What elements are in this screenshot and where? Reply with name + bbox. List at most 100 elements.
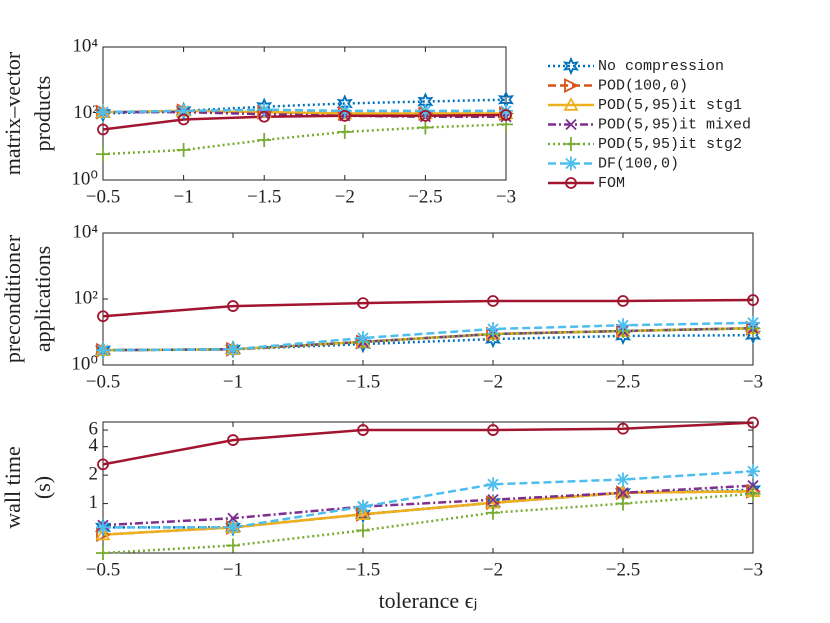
y-tick-label: 10⁰ [71,168,98,189]
y-tick-label: 10² [73,102,98,123]
y-tick-label: 10² [73,287,98,308]
marker [565,118,577,131]
marker [617,295,629,307]
marker [616,318,630,333]
marker [257,102,272,117]
marker [97,123,109,136]
marker [486,505,500,520]
x-tick-label: −2.5 [606,559,640,580]
x-tick-label: −3 [743,559,763,580]
x-tick-label: −2 [335,186,355,207]
marker [617,422,629,435]
x-tick-label: −1.5 [247,186,281,207]
marker [337,124,352,139]
axes-box [102,232,754,366]
series-line [102,321,754,352]
x-tick-label: −2.5 [606,371,640,392]
x-tick-label: −0.5 [86,186,120,207]
marker [226,538,240,553]
y-tick-label: 10⁴ [72,35,98,56]
x-tick-label: −2 [483,371,503,392]
marker [418,120,433,135]
subplot: −0.5 −1 −1.5 −2 −2.5 −3 1 2 46 wall time (s) tolera… [0,418,763,613]
series-line [102,492,754,555]
series-line [102,298,754,318]
marker [746,315,760,330]
marker [357,424,369,436]
legend-label: FOM [598,175,625,192]
x-tick-label: −1 [223,371,243,392]
y-axis-label: preconditioner [0,234,25,363]
legend-label: POD(5,95)it mixed [598,116,751,133]
x-tick-label: −0.5 [86,371,120,392]
marker [562,56,580,76]
marker [419,109,432,122]
y-axis-label: (s) [30,476,55,499]
marker [96,343,110,358]
marker [258,110,271,123]
marker [227,434,239,446]
marker [97,458,109,471]
y-tick-label: 1 [89,492,99,513]
axes-box [102,421,754,554]
y-tick-label: 6 [89,418,99,439]
marker [356,499,370,514]
series-line [102,326,754,352]
y-tick-label: 4 [89,435,99,456]
marker [487,494,499,506]
marker [747,294,759,306]
marker [227,300,239,312]
subplot: −0.5 −1 −1.5 −2 −2.5 −3 10⁰ 10² 10⁴ preconditione… [0,221,763,392]
x-tick-label: −1.5 [346,371,380,392]
x-tick-label: −1 [173,186,193,207]
marker [94,518,112,537]
marker [257,132,272,147]
marker [616,496,630,511]
marker [338,109,351,122]
marker [95,526,111,541]
marker [96,520,110,535]
y-tick-label: 2 [89,463,99,484]
marker [563,97,579,111]
series-line [102,98,507,115]
marker [357,297,369,310]
marker [486,322,500,337]
y-tick-label: 10⁴ [72,221,98,242]
marker [96,105,110,120]
y-tick-label: 10⁰ [71,353,98,374]
marker [617,487,629,499]
marker [355,506,371,521]
marker [356,523,370,538]
marker [226,342,240,357]
legend-label: POD(5,95)it stg2 [598,136,742,153]
marker [564,156,578,171]
y-axis-label: wall time [0,446,25,528]
marker [176,142,191,157]
y-axis-label: matrix–vector [0,51,25,175]
marker [564,78,580,93]
marker [565,177,577,189]
marker [177,113,190,126]
subplot: −0.5 −1 −1.5 −2 −2.5 −3 10⁰ 10² 10⁴ matrix–vector… [0,35,751,207]
marker [746,464,760,479]
series-line [102,484,754,527]
marker [226,520,240,535]
marker [616,472,630,487]
series-line [102,333,754,352]
legend-label: POD(100,0) [598,77,688,94]
x-tick-label: −2.5 [408,186,442,207]
marker [227,512,239,524]
marker [500,109,512,121]
marker [96,147,110,162]
series-line [102,421,754,466]
marker [564,137,578,151]
marker [487,295,499,307]
legend-label: No compression [598,58,724,75]
x-axis-label: tolerance ϵⱼ [379,588,478,613]
series-line [102,108,506,114]
marker [616,485,632,501]
marker [747,416,759,429]
x-tick-label: −3 [496,186,516,207]
